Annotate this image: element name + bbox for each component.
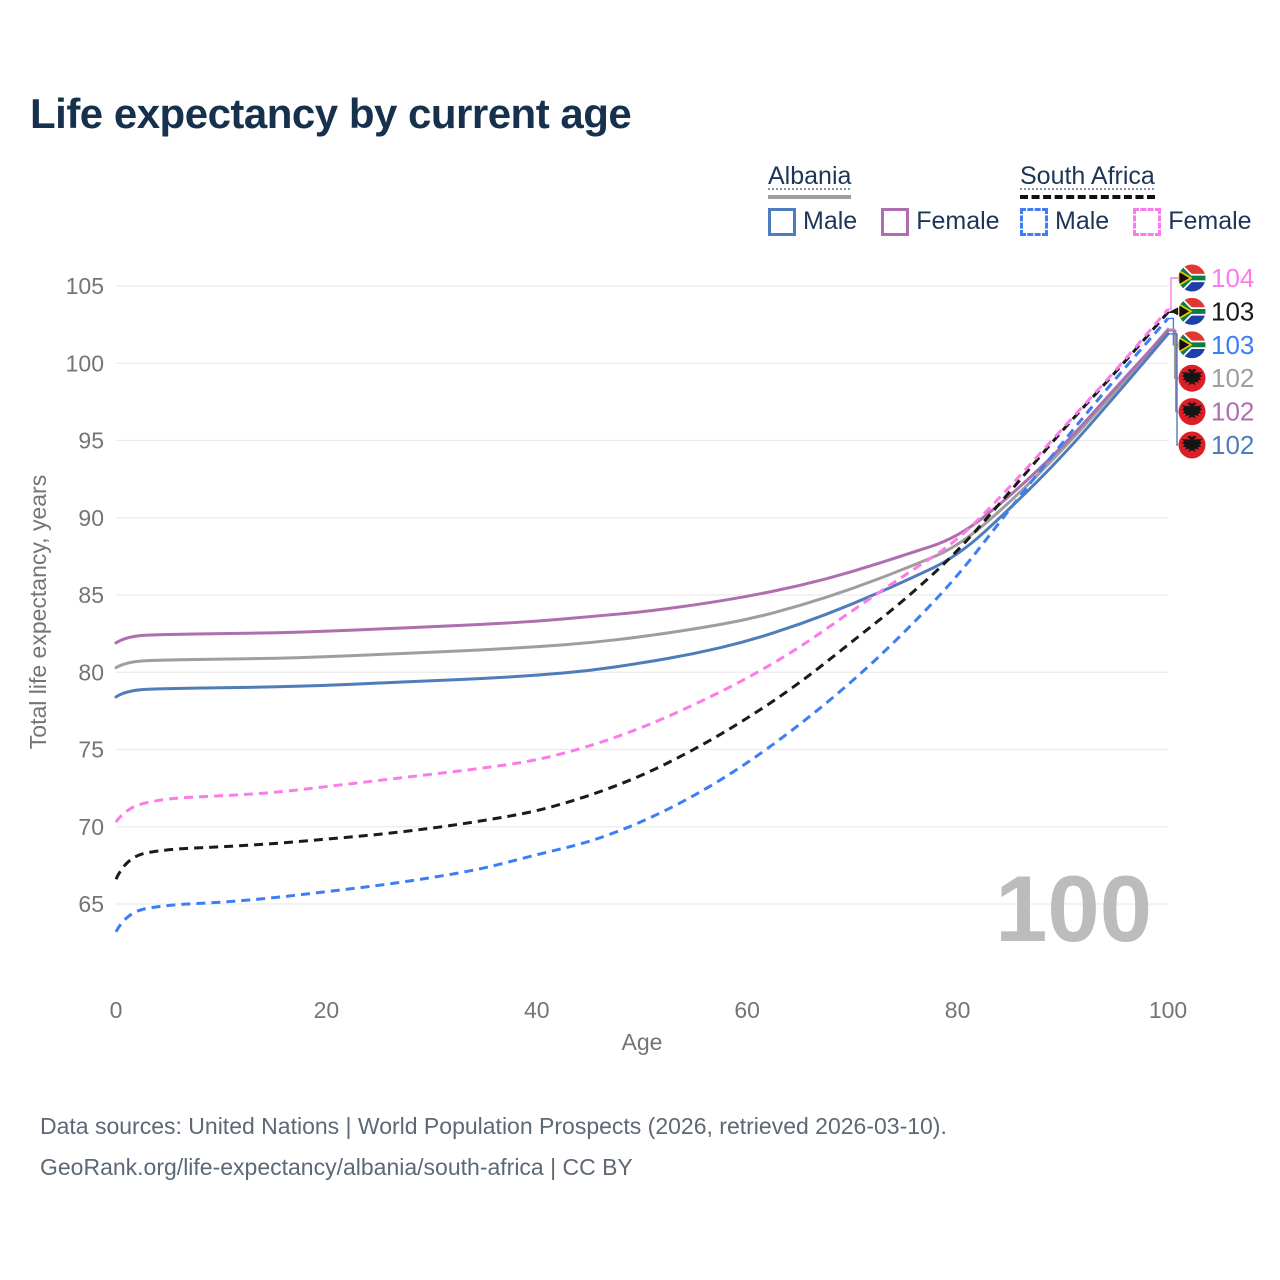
south-africa-flag-icon bbox=[1178, 264, 1206, 292]
legend-item-albania-female[interactable]: Female bbox=[881, 207, 1000, 236]
albania-male-swatch bbox=[768, 207, 796, 236]
series-line-south-africa-male[interactable] bbox=[114, 317, 1170, 933]
page-title: Life expectancy by current age bbox=[30, 90, 632, 137]
albania-female-swatch bbox=[881, 207, 910, 236]
series-end-value-label: 102 bbox=[1211, 363, 1254, 393]
label-leader-line bbox=[1168, 277, 1178, 310]
legend-item-south-africa-female[interactable]: Female bbox=[1133, 207, 1252, 236]
series-end-value-label: 104 bbox=[1211, 263, 1254, 293]
series-line-albania-total[interactable] bbox=[114, 327, 1170, 670]
legend-item-south-africa-male[interactable]: Male bbox=[1020, 207, 1109, 236]
x-tick-label: 0 bbox=[110, 997, 123, 1023]
series-line-albania-male[interactable] bbox=[114, 332, 1170, 699]
x-tick-label: 100 bbox=[1149, 997, 1187, 1023]
legend-item-label: Female bbox=[916, 207, 1000, 235]
south-africa-female-swatch bbox=[1133, 207, 1162, 236]
series-line-albania-female[interactable] bbox=[114, 329, 1170, 645]
series-end-value-label: 103 bbox=[1211, 296, 1254, 326]
x-tick-label: 20 bbox=[314, 997, 340, 1023]
albania-flag-icon bbox=[1178, 398, 1206, 426]
series-line-south-africa-total[interactable] bbox=[114, 311, 1170, 880]
y-tick-label: 65 bbox=[78, 891, 104, 917]
y-tick-label: 75 bbox=[78, 737, 104, 763]
legend-item-albania-male[interactable]: Male bbox=[768, 207, 857, 236]
x-tick-label: 80 bbox=[945, 997, 971, 1023]
y-tick-label: 80 bbox=[78, 659, 104, 685]
y-tick-label: 105 bbox=[66, 273, 104, 299]
series-line-south-africa-female[interactable] bbox=[114, 308, 1170, 823]
legend-group-albania: Albania Male Female bbox=[768, 162, 1000, 236]
south-africa-flag-icon bbox=[1178, 297, 1206, 325]
x-tick-label: 60 bbox=[734, 997, 760, 1023]
y-tick-label: 95 bbox=[78, 428, 104, 454]
legend-item-label: Female bbox=[1168, 207, 1252, 235]
footer-data-sources: Data sources: United Nations | World Pop… bbox=[40, 1113, 947, 1139]
legend-country-albania[interactable]: Albania bbox=[768, 162, 852, 190]
y-tick-label: 70 bbox=[78, 814, 104, 840]
age-watermark: 100 bbox=[995, 856, 1152, 961]
label-leader-line bbox=[1168, 333, 1178, 446]
series-end-value-label: 103 bbox=[1211, 330, 1254, 360]
legend-group-south-africa: South Africa Male Female bbox=[1020, 162, 1252, 236]
legend-item-label: Male bbox=[1055, 207, 1110, 235]
y-tick-label: 85 bbox=[78, 582, 104, 608]
legend-item-label: Male bbox=[803, 207, 858, 235]
x-axis-title: Age bbox=[622, 1029, 663, 1055]
albania-flag-icon bbox=[1178, 364, 1206, 392]
legend-country-south-africa[interactable]: South Africa bbox=[1020, 162, 1155, 190]
y-tick-label: 90 bbox=[78, 505, 104, 531]
y-tick-label: 100 bbox=[66, 350, 104, 376]
chart-canvas: 65 70 75 80 85 90 95 100 105 0 20 40 60 80 100 Age Total… bbox=[25, 263, 1254, 1055]
south-africa-flag-icon bbox=[1178, 331, 1206, 359]
series-end-value-label: 102 bbox=[1211, 397, 1254, 427]
label-leader-arrow bbox=[1170, 307, 1178, 316]
south-africa-male-swatch bbox=[1020, 207, 1048, 236]
y-axis-title: Total life expectancy, years bbox=[25, 475, 51, 749]
footer-attribution: GeoRank.org/life-expectancy/albania/sout… bbox=[40, 1154, 633, 1180]
series-end-value-label: 102 bbox=[1211, 430, 1254, 460]
footer: Data sources: United Nations | World Pop… bbox=[40, 1106, 947, 1188]
albania-flag-icon bbox=[1178, 431, 1206, 459]
x-tick-label: 40 bbox=[524, 997, 550, 1023]
albania-line-sample bbox=[768, 195, 852, 199]
south-africa-line-sample bbox=[1020, 195, 1155, 199]
